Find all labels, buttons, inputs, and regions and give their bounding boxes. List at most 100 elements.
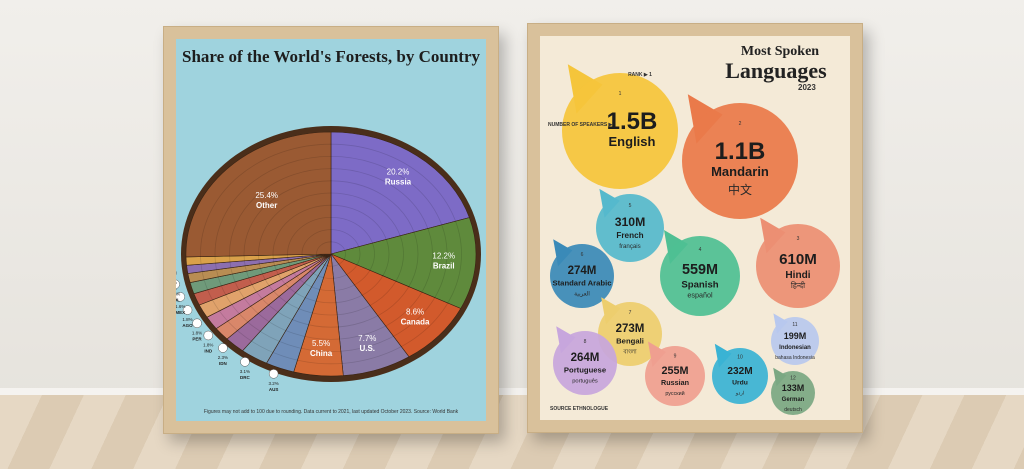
pie-label-value: 1.8%	[203, 342, 213, 347]
bubble-circle	[553, 331, 617, 395]
bubble-rank: 11	[792, 322, 797, 328]
tree-ring	[316, 241, 346, 267]
bubble-rank: 5	[629, 203, 632, 209]
bubble-native-name: العربية	[574, 291, 590, 298]
bubble-native-name: اردو	[735, 391, 745, 397]
bubble-rank: 9	[674, 353, 677, 359]
tree-ring	[258, 192, 404, 316]
pie-label-value: 12.2%	[432, 252, 455, 261]
pie-label-value: 20.2%	[387, 167, 410, 176]
bubble-circle	[562, 73, 678, 189]
bubble-rank: 8	[584, 339, 587, 345]
forest-poster: Share of the World's Forests, by Country…	[176, 39, 486, 421]
source-row: SOURCE ETHNOLOGUE	[550, 406, 608, 412]
bubble-circle	[756, 224, 840, 308]
bubble-speakers: 133M	[782, 383, 805, 393]
country-flag-icon	[182, 305, 193, 315]
bubble-native-name: bahasa Indonesia	[775, 355, 815, 361]
bubble-speakers: 310M	[615, 215, 646, 229]
pie-label-country: AGO	[182, 323, 193, 328]
bubble-speakers: 559M	[682, 262, 718, 278]
pie-label-country: BOL	[176, 286, 177, 291]
bubble-language: Spanish	[681, 280, 718, 291]
bubble-speakers: 1.5B	[607, 108, 658, 135]
bubble-speakers: 232M	[727, 366, 752, 377]
wall	[0, 0, 1024, 400]
pie-label-country: IND	[204, 348, 213, 353]
bubble-language: Hindi	[785, 270, 810, 281]
bubble-rank: 6	[581, 252, 584, 258]
languages-title-main: Languages	[725, 58, 827, 83]
baseboard	[0, 388, 1024, 398]
language-bubble-urdu: 10 232M Urdu اردو	[712, 343, 768, 404]
wood-floor	[0, 395, 1024, 469]
forest-chart-title: Share of the World's Forests, by Country	[182, 47, 480, 66]
bubble-speakers: 274M	[568, 265, 597, 277]
bubble-rank: 4	[699, 247, 702, 253]
pie-label-value: 3.1%	[240, 369, 250, 374]
pie-label-country: COL	[176, 297, 180, 302]
bubble-rank: 2	[739, 121, 742, 127]
country-flag-icon	[268, 369, 279, 379]
pie-label-country: AUS	[269, 387, 279, 392]
pie-label-value: 1.6%	[176, 304, 185, 309]
pie-label-value: 7.7%	[358, 334, 376, 343]
bubble-circle	[771, 371, 815, 415]
bubble-circle	[596, 194, 664, 262]
pie-label-country: U.S.	[359, 344, 375, 353]
language-bubble-standard-arabic: 6 274M Standard Arabic العربية	[550, 239, 614, 308]
bubble-circle	[660, 236, 740, 316]
bubble-language: German	[782, 397, 805, 403]
country-flag-icon	[218, 343, 228, 353]
language-bubble-french: 5 310M French français	[596, 188, 664, 262]
pie-label-country: China	[310, 349, 333, 358]
pie-label-country: Canada	[401, 318, 430, 327]
bubble-language: English	[609, 134, 656, 149]
pie-label-country: MEX	[176, 310, 185, 315]
bubble-speakers: 199M	[784, 331, 807, 341]
bubble-native-name: deutsch	[784, 407, 802, 413]
pie-label-value: 1.2%	[176, 280, 177, 285]
bubble-speakers: 273M	[616, 323, 645, 335]
languages-title-top: Most Spoken	[740, 44, 820, 59]
rank-legend-label: RANK ▶ 1	[628, 72, 652, 78]
tree-ring	[243, 180, 419, 328]
bubble-language: Urdu	[732, 380, 748, 387]
bubble-circle	[712, 348, 768, 404]
forest-footnote: Figures may not add to 100 due to roundi…	[203, 409, 459, 415]
tree-ring	[301, 229, 361, 279]
languages-year: 2023	[798, 83, 816, 92]
bubble-native-name: हिन्दी	[791, 281, 806, 290]
pie-label-value: 1.8%	[182, 317, 192, 322]
bubble-circle	[645, 346, 705, 406]
bubble-rank: 10	[737, 355, 743, 361]
pie-label-value: 2.3%	[218, 355, 228, 360]
bubble-circle	[771, 317, 819, 365]
pie-label-value: 8.6%	[406, 308, 424, 317]
tree-ring	[272, 204, 390, 304]
pie-label-value: 5.5%	[312, 339, 330, 348]
pie-label-country: DRC	[240, 375, 250, 380]
bubble-circle	[682, 103, 798, 219]
pie-label-country: IDN	[219, 361, 227, 366]
speakers-legend-label: NUMBER OF SPEAKERS ▶	[548, 122, 614, 128]
bubble-circle	[550, 244, 614, 308]
bubble-rank: 7	[629, 310, 632, 316]
pie-label-value: 25.4%	[255, 191, 278, 200]
source-name: ETHNOLOGUE	[572, 406, 609, 412]
pie-slice-other	[185, 131, 332, 258]
bubble-language: Mandarin	[711, 164, 769, 179]
bubble-speakers: 255M	[661, 365, 688, 377]
country-flag-icon	[240, 357, 250, 367]
bubble-language: Indonesian	[779, 345, 811, 351]
tree-ring	[200, 143, 462, 365]
country-flag-icon	[192, 318, 202, 329]
forest-pie-chart: 20.2%Russia 12.2%Brazil 8.6%Canada 7.7%U.S.…	[176, 126, 481, 392]
country-flag-icon	[203, 330, 214, 341]
languages-poster: Most Spoken Languages 2023 1 1.5B English 2…	[540, 36, 850, 420]
bubble-speakers: 264M	[571, 352, 600, 364]
bubble-rank: 3	[797, 236, 800, 242]
tree-ring	[229, 168, 433, 340]
